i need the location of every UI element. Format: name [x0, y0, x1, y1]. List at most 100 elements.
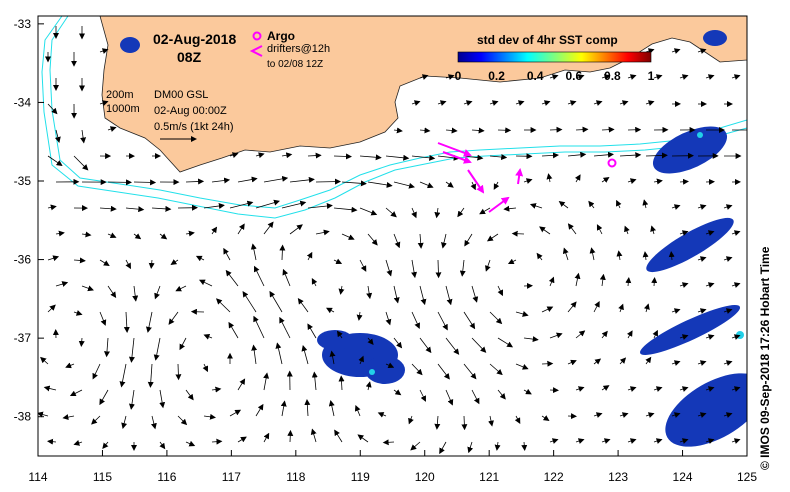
colorbar-ticks: 0 0.2 0.4 0.6 0.8 1 — [455, 69, 655, 83]
current-vector-arrow — [697, 308, 707, 314]
current-vector-arrow — [358, 355, 364, 365]
lon-tick-label: 117 — [222, 470, 241, 484]
current-vector-arrow — [645, 100, 655, 106]
colorbar-tick-label: 0.2 — [488, 69, 505, 83]
current-vector-arrow — [679, 282, 689, 288]
current-vector-arrow — [642, 199, 649, 209]
current-vector-arrow — [357, 434, 369, 443]
current-vector-arrow — [159, 233, 168, 240]
current-vector-arrow — [541, 360, 554, 367]
current-vector-arrow — [671, 204, 681, 210]
current-vector-arrow — [601, 330, 608, 339]
current-vector-arrow — [679, 178, 689, 185]
current-vector-arrow — [515, 100, 525, 106]
current-vector-arrow — [511, 230, 525, 237]
current-vector-arrow — [471, 285, 479, 303]
current-vector-arrow — [705, 386, 715, 392]
current-vector-arrow — [627, 74, 637, 80]
current-vector-arrow — [119, 363, 127, 388]
current-vector-arrow — [315, 178, 341, 185]
current-vector-arrow — [254, 265, 265, 287]
current-vector-arrow — [437, 311, 448, 331]
current-vector-arrow — [128, 337, 135, 363]
current-vector-arrow — [301, 345, 309, 365]
current-vector-arrow — [123, 311, 130, 333]
current-vector-arrow — [410, 441, 421, 451]
current-vector-arrow — [307, 203, 333, 210]
current-vector-arrow — [463, 363, 477, 380]
current-vector-arrow — [310, 428, 317, 443]
current-vector-arrow — [574, 272, 581, 287]
current-vector-arrow — [287, 429, 294, 443]
current-vector-arrow — [62, 414, 75, 421]
current-vector-arrow — [168, 311, 179, 325]
current-vector-arrow — [419, 74, 429, 80]
current-vector-arrow — [445, 74, 455, 80]
current-vector-arrow — [393, 337, 403, 349]
current-vector-arrow — [679, 438, 689, 444]
current-vector-arrow — [601, 385, 610, 391]
current-vector-arrow — [731, 230, 741, 236]
current-vector-arrow — [81, 285, 94, 292]
current-vector-arrow — [419, 181, 434, 189]
current-vector-arrow — [125, 259, 131, 270]
current-vector-arrow — [336, 330, 343, 339]
current-vector-arrow — [411, 363, 423, 376]
model-label: DM00 GSL — [154, 89, 208, 101]
current-vector-arrow — [671, 412, 681, 418]
current-vector-arrow — [393, 181, 415, 189]
current-vector-arrow — [601, 177, 610, 183]
colorbar-tick-label: 0.6 — [565, 69, 582, 83]
argo-legend-label: Argo — [267, 29, 295, 43]
current-vector-arrow — [359, 154, 382, 161]
lat-tick-label: -34 — [14, 95, 32, 109]
current-vector-arrow — [133, 233, 142, 240]
current-vector-arrow — [304, 399, 311, 417]
copyright-credit: © IMOS 09-Sep-2018 17:26 Hobart Time — [758, 246, 772, 470]
current-vector-arrow — [464, 233, 473, 247]
current-vector-arrow — [47, 155, 63, 166]
current-vector-arrow — [367, 233, 378, 246]
current-vector-arrow — [679, 230, 689, 236]
current-vector-arrow — [263, 432, 270, 443]
current-vector-arrow — [705, 282, 715, 288]
current-vector-arrow — [159, 389, 166, 409]
current-vector-arrow — [367, 337, 374, 345]
current-vector-arrow — [671, 308, 681, 314]
current-vector-arrow — [185, 178, 205, 185]
current-vector-arrow — [601, 438, 611, 444]
current-vector-arrow — [536, 252, 543, 261]
current-vector-arrow — [151, 205, 172, 212]
current-vector-arrow — [315, 229, 330, 236]
current-vector-arrow — [289, 176, 315, 183]
current-vector-arrow — [73, 257, 86, 264]
current-vector-arrow — [263, 175, 289, 183]
current-vector-arrow — [297, 297, 309, 313]
current-vector-arrow — [650, 225, 657, 235]
current-vector-arrow — [459, 259, 466, 277]
current-vector-arrow — [107, 126, 117, 132]
argo-float-marker[interactable] — [607, 158, 617, 168]
current-vector-arrow — [40, 356, 49, 365]
current-vector-arrow — [185, 440, 196, 447]
lon-tick-label: 123 — [608, 470, 628, 484]
current-vector-arrow — [354, 404, 361, 417]
current-vector-arrow — [497, 337, 514, 348]
current-vector-arrow — [367, 181, 393, 188]
current-vector-arrow — [652, 329, 658, 339]
current-vectors — [38, 26, 747, 455]
current-vector-arrow — [562, 247, 569, 261]
current-vector-arrow — [541, 306, 554, 313]
current-vector-arrow — [411, 311, 420, 330]
current-vector-arrow — [411, 259, 418, 279]
current-vector-arrow — [619, 412, 629, 418]
lon-tick-label: 116 — [157, 470, 176, 484]
current-vector-arrow — [202, 363, 209, 373]
current-vector-arrow — [255, 152, 265, 159]
current-vector-arrow — [575, 330, 586, 339]
current-vector-arrow — [225, 269, 239, 287]
lon-tick-label: 121 — [479, 470, 499, 484]
current-vector-arrow — [434, 207, 441, 219]
current-vector-arrow — [549, 332, 563, 339]
